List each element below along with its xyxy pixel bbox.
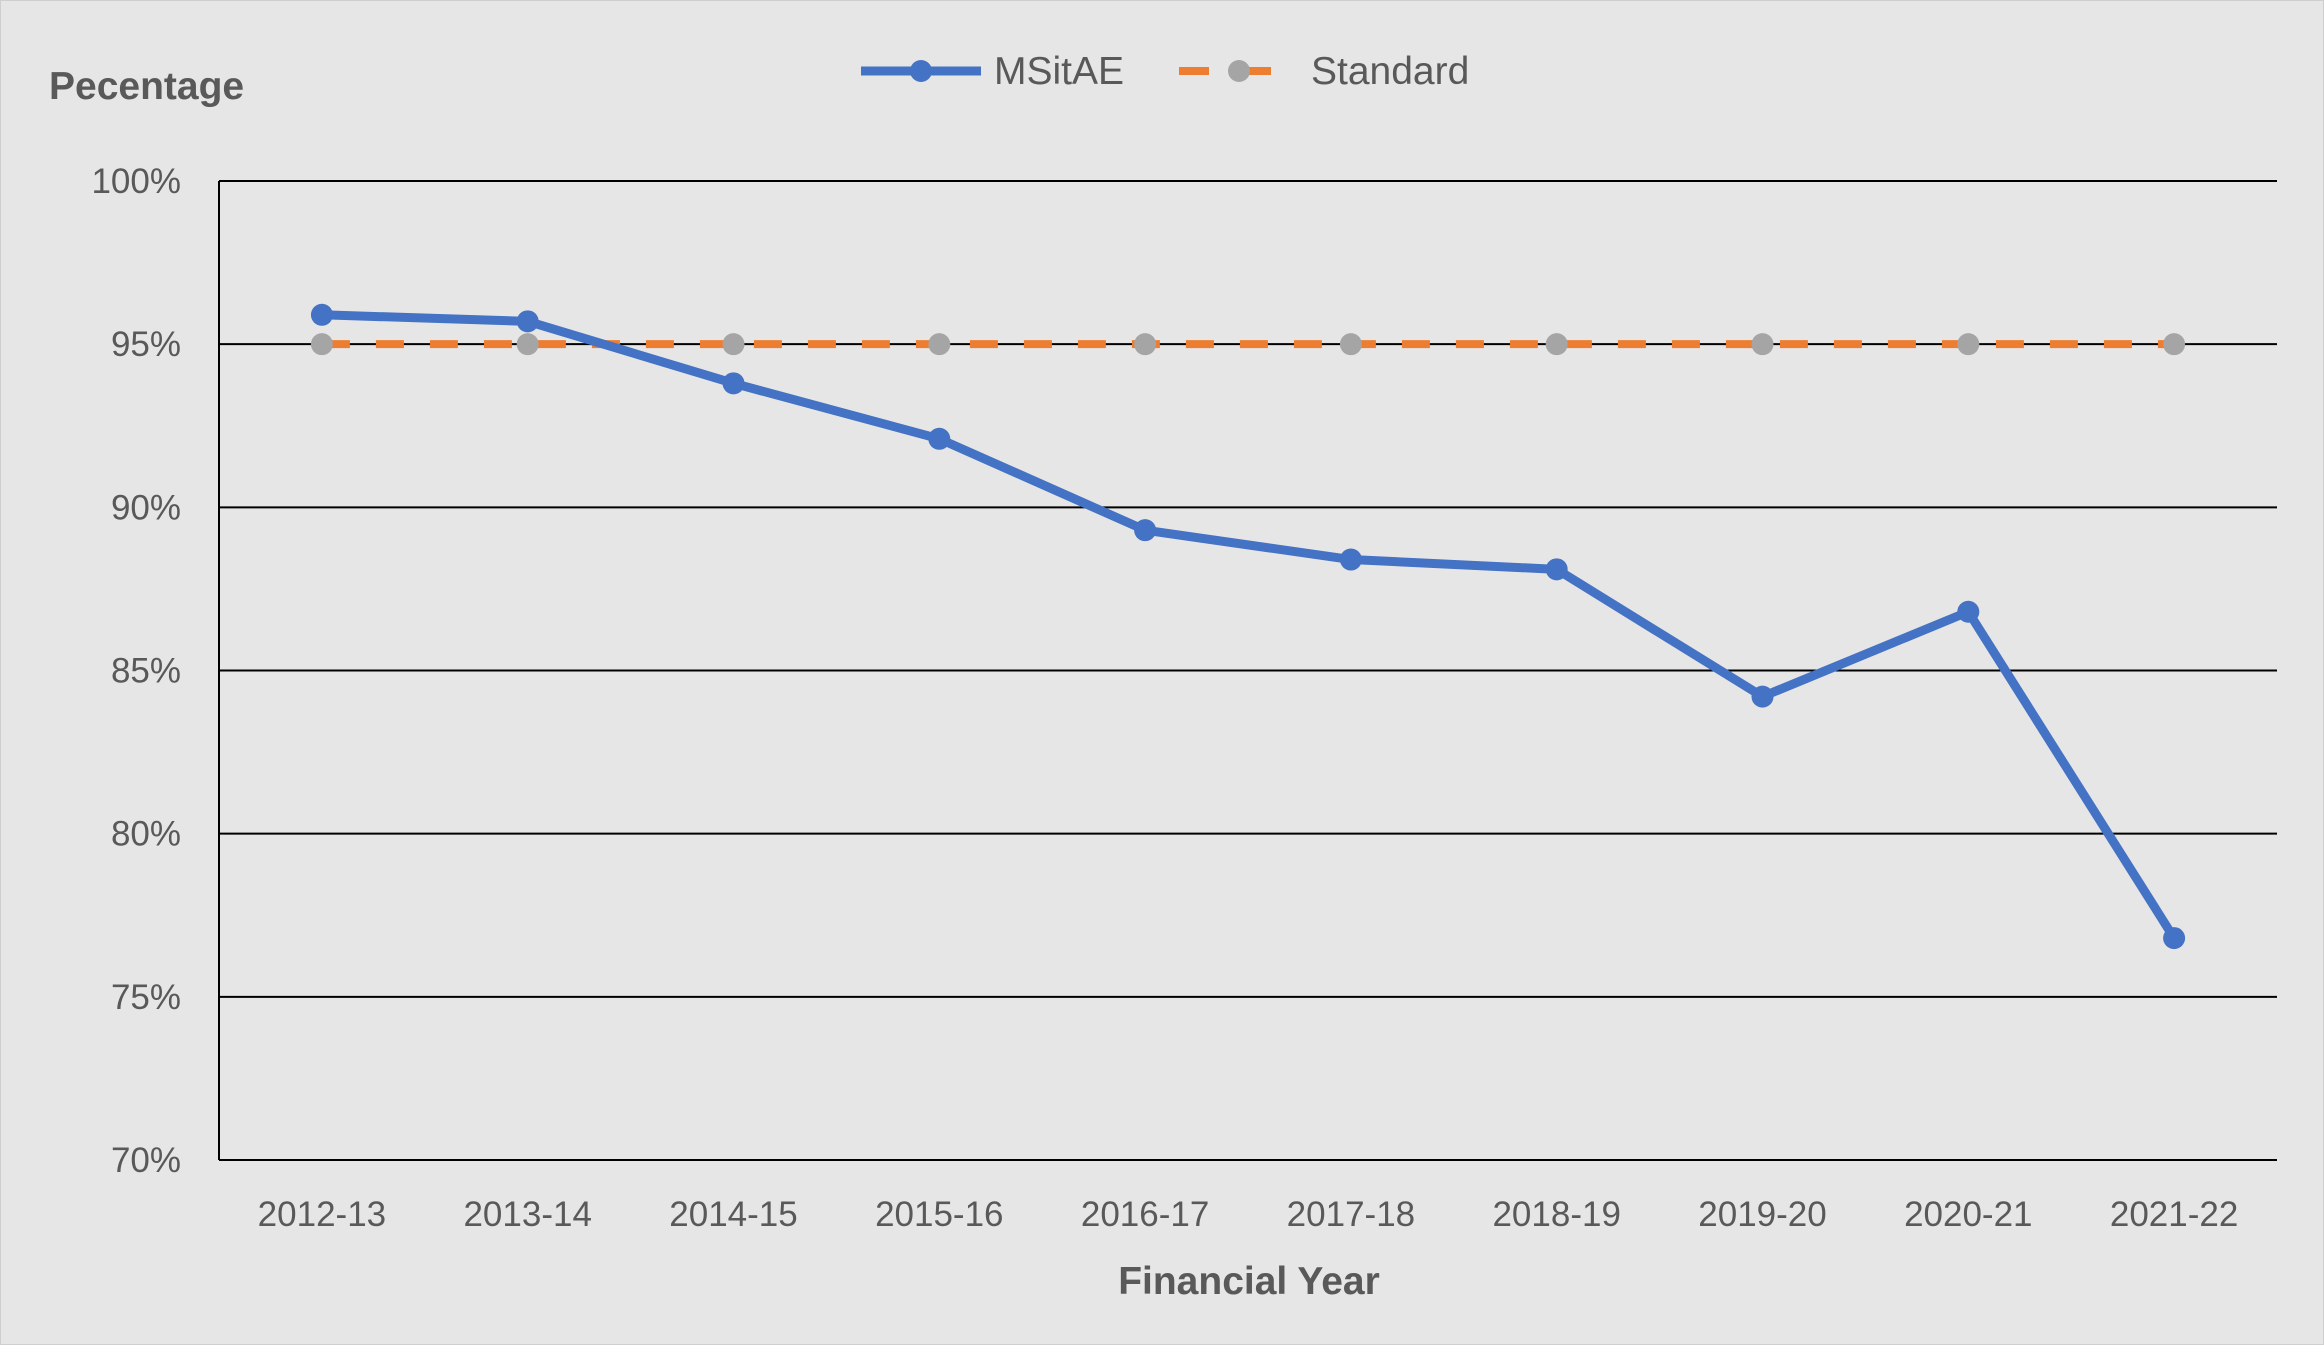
data-point-msitae bbox=[1134, 519, 1157, 542]
x-tick-label: 2014-15 bbox=[669, 1195, 797, 1234]
y-tick-label: 80% bbox=[111, 815, 181, 854]
x-tick-label: 2019-20 bbox=[1698, 1195, 1826, 1234]
legend: MSitAE Standard bbox=[861, 50, 1469, 93]
data-point-msitae bbox=[1751, 685, 1774, 708]
x-tick-label: 2018-19 bbox=[1492, 1195, 1620, 1234]
legend-item-standard: Standard bbox=[1179, 50, 1469, 93]
data-point-standard bbox=[310, 333, 333, 356]
series-standard bbox=[310, 333, 2186, 356]
data-point-standard bbox=[1339, 333, 1362, 356]
series-line-msitae bbox=[321, 310, 2178, 941]
data-point-msitae bbox=[722, 372, 745, 395]
x-tick-label: 2016-17 bbox=[1081, 1195, 1209, 1234]
x-tick-label: 2021-22 bbox=[2110, 1195, 2238, 1234]
legend-marker bbox=[1228, 60, 1250, 82]
y-tick-label: 85% bbox=[111, 652, 181, 691]
y-tick-label: 90% bbox=[111, 488, 181, 527]
x-tick-labels: 2012-13 2013-14 2014-15 2015-16 2016-17 2017-… bbox=[258, 1195, 2239, 1234]
legend-label: MSitAE bbox=[994, 50, 1124, 93]
data-point-standard bbox=[1957, 333, 1980, 356]
x-axis-title: Financial Year bbox=[1118, 1260, 1380, 1303]
data-point-standard bbox=[722, 333, 745, 356]
legend-label: Standard bbox=[1311, 50, 1469, 93]
y-axis-title: Pecentage bbox=[49, 65, 244, 108]
x-tick-label: 2012-13 bbox=[258, 1195, 386, 1234]
data-point-msitae bbox=[1339, 548, 1362, 571]
data-point-msitae bbox=[1545, 558, 1568, 581]
data-point-msitae bbox=[2163, 927, 2186, 950]
legend-item-msitae: MSitAE bbox=[861, 50, 1124, 93]
x-tick-label: 2013-14 bbox=[463, 1195, 591, 1234]
data-point-msitae bbox=[516, 310, 539, 333]
data-point-msitae bbox=[310, 303, 333, 326]
x-tick-label: 2015-16 bbox=[875, 1195, 1003, 1234]
series-msitae bbox=[310, 303, 2186, 950]
x-tick-label: 2020-21 bbox=[1904, 1195, 2032, 1234]
data-point-standard bbox=[1751, 333, 1774, 356]
data-point-standard bbox=[1545, 333, 1568, 356]
series-layer bbox=[310, 303, 2186, 950]
data-point-msitae bbox=[1957, 600, 1980, 623]
data-point-standard bbox=[928, 333, 951, 356]
y-tick-label: 95% bbox=[111, 325, 181, 364]
y-tick-label: 75% bbox=[111, 978, 181, 1017]
data-point-msitae bbox=[928, 427, 951, 450]
legend-marker bbox=[910, 60, 932, 82]
x-tick-label: 2017-18 bbox=[1287, 1195, 1415, 1234]
y-tick-labels: 70% 75% 80% 85% 90% 95% 100% bbox=[91, 162, 181, 1180]
data-point-standard bbox=[2163, 333, 2186, 356]
data-point-standard bbox=[516, 333, 539, 356]
y-tick-label: 70% bbox=[111, 1141, 181, 1180]
data-point-standard bbox=[1134, 333, 1157, 356]
y-tick-label: 100% bbox=[91, 162, 181, 201]
